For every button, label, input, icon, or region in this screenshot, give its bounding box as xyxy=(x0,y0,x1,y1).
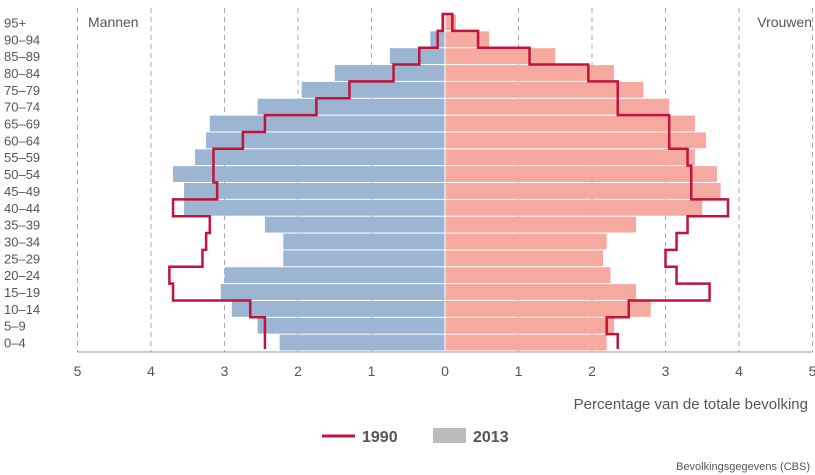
bar-women xyxy=(445,183,721,199)
source-note: Bevolkingsgegevens (CBS) xyxy=(676,461,810,473)
y-tick-label: 90–94 xyxy=(4,32,40,47)
bar-women xyxy=(445,284,637,300)
bar-men xyxy=(389,48,445,65)
x-tick-label: 5 xyxy=(74,363,82,379)
x-tick-label: 3 xyxy=(221,363,229,379)
y-tick-label: 40–44 xyxy=(4,201,40,216)
x-axis-title: Percentage van de totale bevolking xyxy=(574,396,808,413)
bar-men xyxy=(184,183,445,199)
bar-women xyxy=(445,317,615,334)
bar-men xyxy=(209,115,445,132)
bar-women xyxy=(445,199,703,216)
bar-men xyxy=(257,317,445,334)
bar-men xyxy=(264,216,445,233)
bar-men xyxy=(195,149,445,166)
y-tick-label: 30–34 xyxy=(4,234,40,249)
y-tick-label: 60–64 xyxy=(4,133,40,148)
bar-women xyxy=(445,216,637,233)
y-tick-label: 0–4 xyxy=(4,336,26,351)
y-tick-label: 35–39 xyxy=(4,218,40,233)
bar-men xyxy=(220,284,445,300)
x-tick-labels: 5 4 3 2 1 0 1 2 3 4 5 xyxy=(74,363,815,379)
x-tick-label: 1 xyxy=(368,363,376,379)
legend-2013-bar-swatch xyxy=(433,428,466,443)
y-tick-label: 75–79 xyxy=(4,83,40,98)
y-tick-label: 80–84 xyxy=(4,66,40,81)
right-label: Vrouwen xyxy=(757,14,812,30)
x-tick-label: 3 xyxy=(662,363,670,379)
y-tick-label: 20–24 xyxy=(4,268,40,283)
y-tick-label: 45–49 xyxy=(4,184,40,199)
bar-men xyxy=(206,132,445,149)
bar-men xyxy=(224,267,445,284)
y-tick-label: 10–14 xyxy=(4,302,40,317)
bar-women xyxy=(445,65,615,81)
left-label: Mannen xyxy=(88,14,139,30)
legend: 1990 2013 xyxy=(322,428,509,446)
y-tick-label: 25–29 xyxy=(4,251,40,266)
x-tick-label: 0 xyxy=(441,363,449,379)
bar-women xyxy=(445,132,706,149)
bar-women xyxy=(445,300,651,317)
bar-men xyxy=(173,166,446,182)
bars-2013 xyxy=(173,14,721,352)
bar-men xyxy=(257,98,445,115)
x-tick-label: 1 xyxy=(515,363,523,379)
bar-women xyxy=(445,14,457,31)
y-tick-label: 15–19 xyxy=(4,285,40,300)
y-tick-label: 55–59 xyxy=(4,150,40,165)
x-tick-label: 2 xyxy=(588,363,596,379)
y-tick-label: 85–89 xyxy=(4,49,40,64)
y-tick-label: 65–69 xyxy=(4,117,40,132)
x-tick-label: 4 xyxy=(735,363,743,379)
bar-men xyxy=(283,233,445,250)
bar-men xyxy=(334,65,445,81)
bar-women xyxy=(445,166,717,182)
x-tick-label: 4 xyxy=(147,363,155,379)
y-tick-label: 95+ xyxy=(4,15,26,30)
bar-women xyxy=(445,149,695,166)
x-tick-label: 2 xyxy=(294,363,302,379)
y-tick-label: 70–74 xyxy=(4,100,40,115)
bar-women xyxy=(445,31,490,48)
bar-women xyxy=(445,267,611,284)
bar-women xyxy=(445,334,607,351)
legend-1990-label: 1990 xyxy=(362,429,398,446)
legend-2013-label: 2013 xyxy=(473,429,509,446)
bar-men xyxy=(283,250,445,267)
line-1990-women xyxy=(445,12,730,349)
bar-women xyxy=(445,81,644,98)
bar-women xyxy=(445,250,604,267)
bar-women xyxy=(445,48,556,65)
y-tick-label: 5–9 xyxy=(4,319,26,334)
x-tick-label: 5 xyxy=(809,363,815,379)
bar-women xyxy=(445,233,607,250)
bar-men xyxy=(184,199,445,216)
line-1990-men xyxy=(168,12,445,349)
line-1990-group xyxy=(168,12,730,349)
bar-men xyxy=(301,81,445,98)
y-tick-label: 50–54 xyxy=(4,167,40,182)
bar-men xyxy=(231,300,445,317)
bar-men xyxy=(279,334,445,351)
bar-women xyxy=(445,98,670,115)
bar-women xyxy=(445,115,695,132)
